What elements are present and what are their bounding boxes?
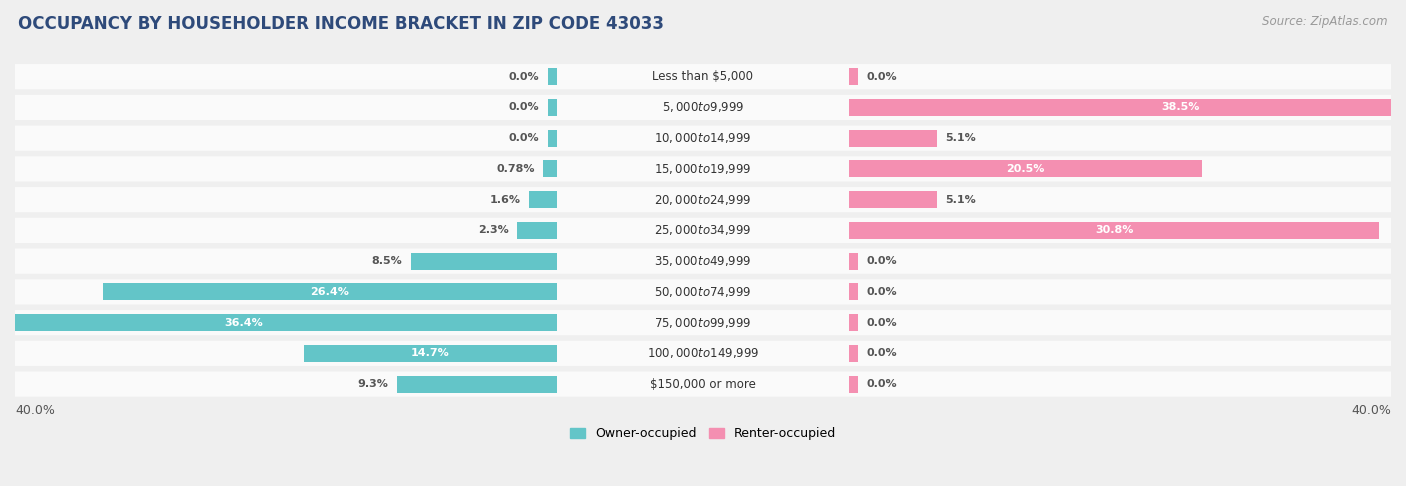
Text: 2.3%: 2.3% bbox=[478, 226, 509, 235]
Bar bbox=[849, 160, 1202, 177]
Bar bbox=[543, 160, 557, 177]
FancyBboxPatch shape bbox=[0, 156, 1406, 182]
Text: 30.8%: 30.8% bbox=[1095, 226, 1133, 235]
FancyBboxPatch shape bbox=[0, 248, 1406, 274]
Text: Less than $5,000: Less than $5,000 bbox=[652, 70, 754, 83]
Bar bbox=[548, 130, 557, 147]
Text: $5,000 to $9,999: $5,000 to $9,999 bbox=[662, 101, 744, 114]
Text: 0.0%: 0.0% bbox=[866, 318, 897, 328]
Bar bbox=[517, 222, 557, 239]
Bar bbox=[529, 191, 557, 208]
Bar bbox=[0, 314, 557, 331]
Text: Source: ZipAtlas.com: Source: ZipAtlas.com bbox=[1263, 15, 1388, 28]
Bar bbox=[849, 376, 858, 393]
Bar bbox=[396, 376, 557, 393]
FancyBboxPatch shape bbox=[0, 310, 1406, 335]
FancyBboxPatch shape bbox=[0, 279, 1406, 305]
Bar bbox=[849, 283, 858, 300]
FancyBboxPatch shape bbox=[0, 125, 1406, 151]
Bar bbox=[849, 68, 858, 85]
Bar bbox=[849, 314, 858, 331]
Text: $50,000 to $74,999: $50,000 to $74,999 bbox=[654, 285, 752, 299]
Text: 20.5%: 20.5% bbox=[1007, 164, 1045, 174]
FancyBboxPatch shape bbox=[0, 341, 1406, 366]
Text: $25,000 to $34,999: $25,000 to $34,999 bbox=[654, 224, 752, 237]
Text: 0.0%: 0.0% bbox=[866, 256, 897, 266]
Bar bbox=[103, 283, 557, 300]
Text: 26.4%: 26.4% bbox=[311, 287, 349, 297]
Bar bbox=[849, 253, 858, 270]
Text: $100,000 to $149,999: $100,000 to $149,999 bbox=[647, 347, 759, 361]
FancyBboxPatch shape bbox=[0, 218, 1406, 243]
Text: 0.0%: 0.0% bbox=[866, 348, 897, 358]
Text: OCCUPANCY BY HOUSEHOLDER INCOME BRACKET IN ZIP CODE 43033: OCCUPANCY BY HOUSEHOLDER INCOME BRACKET … bbox=[18, 15, 664, 33]
FancyBboxPatch shape bbox=[0, 187, 1406, 212]
Text: 40.0%: 40.0% bbox=[15, 404, 55, 417]
Text: 0.0%: 0.0% bbox=[866, 379, 897, 389]
Text: 5.1%: 5.1% bbox=[945, 133, 976, 143]
Text: 0.0%: 0.0% bbox=[509, 72, 540, 82]
Text: 40.0%: 40.0% bbox=[1351, 404, 1391, 417]
FancyBboxPatch shape bbox=[0, 64, 1406, 89]
Text: 1.6%: 1.6% bbox=[489, 195, 520, 205]
Text: $35,000 to $49,999: $35,000 to $49,999 bbox=[654, 254, 752, 268]
Bar bbox=[548, 68, 557, 85]
Text: 38.5%: 38.5% bbox=[1161, 103, 1199, 112]
Text: 14.7%: 14.7% bbox=[411, 348, 450, 358]
Text: $150,000 or more: $150,000 or more bbox=[650, 378, 756, 391]
Bar bbox=[849, 191, 936, 208]
FancyBboxPatch shape bbox=[0, 95, 1406, 120]
Bar bbox=[849, 345, 858, 362]
Text: $75,000 to $99,999: $75,000 to $99,999 bbox=[654, 315, 752, 330]
Text: $10,000 to $14,999: $10,000 to $14,999 bbox=[654, 131, 752, 145]
Bar bbox=[548, 99, 557, 116]
Text: 0.0%: 0.0% bbox=[866, 72, 897, 82]
Text: 0.0%: 0.0% bbox=[866, 287, 897, 297]
Legend: Owner-occupied, Renter-occupied: Owner-occupied, Renter-occupied bbox=[565, 422, 841, 446]
Text: 0.0%: 0.0% bbox=[509, 103, 540, 112]
Bar bbox=[849, 99, 1406, 116]
Text: $20,000 to $24,999: $20,000 to $24,999 bbox=[654, 192, 752, 207]
Text: $15,000 to $19,999: $15,000 to $19,999 bbox=[654, 162, 752, 176]
Text: 5.1%: 5.1% bbox=[945, 195, 976, 205]
FancyBboxPatch shape bbox=[0, 371, 1406, 397]
Text: 36.4%: 36.4% bbox=[225, 318, 263, 328]
Text: 0.78%: 0.78% bbox=[496, 164, 534, 174]
Text: 8.5%: 8.5% bbox=[371, 256, 402, 266]
Bar bbox=[411, 253, 557, 270]
Bar bbox=[304, 345, 557, 362]
Bar bbox=[849, 130, 936, 147]
Text: 9.3%: 9.3% bbox=[357, 379, 388, 389]
Bar bbox=[849, 222, 1379, 239]
Text: 0.0%: 0.0% bbox=[509, 133, 540, 143]
